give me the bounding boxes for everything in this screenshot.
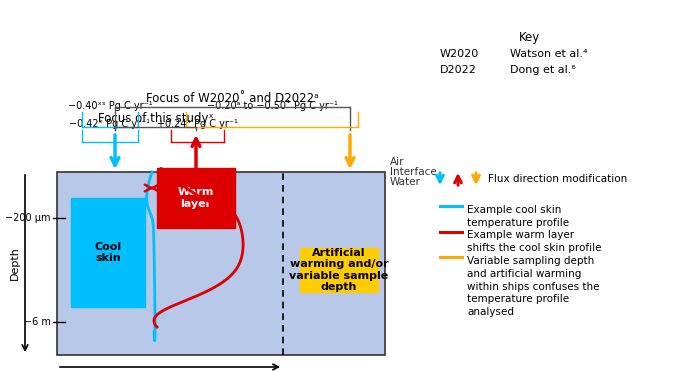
Text: Dong et al.⁶: Dong et al.⁶: [510, 65, 576, 75]
Bar: [157, 168, 235, 228]
Text: Artificial
warming and/or
variable sample
depth: Artificial warming and/or variable sampl…: [289, 247, 388, 292]
Text: Water: Water: [390, 177, 421, 187]
Text: Air: Air: [390, 157, 405, 167]
Text: Cool
skin: Cool skin: [95, 242, 121, 263]
Text: Watson et al.⁴: Watson et al.⁴: [510, 49, 588, 59]
Text: Depth: Depth: [10, 247, 20, 280]
Text: Flux direction modification: Flux direction modification: [488, 174, 627, 184]
Text: −200 μm: −200 μm: [5, 213, 51, 223]
Text: Variable sampling depth
and artificial warming
within ships confuses the
tempera: Variable sampling depth and artificial w…: [467, 256, 599, 317]
Text: Key: Key: [519, 31, 540, 44]
Text: −0.40ˣˢ Pg C yr⁻¹: −0.40ˣˢ Pg C yr⁻¹: [68, 101, 152, 111]
Bar: [71, 198, 145, 307]
Text: D2022: D2022: [440, 65, 477, 75]
Text: W2020: W2020: [440, 49, 480, 59]
Bar: [300, 248, 378, 292]
Text: +0.24ˣ Pg C yr⁻¹: +0.24ˣ Pg C yr⁻¹: [157, 119, 238, 129]
Text: Focus of W2020˚ and D2022ᵃ: Focus of W2020˚ and D2022ᵃ: [146, 92, 319, 105]
Text: −6 m: −6 m: [24, 317, 51, 327]
Text: Example cool skin
temperature profile: Example cool skin temperature profile: [467, 205, 569, 228]
Bar: [57, 172, 385, 355]
Text: −0.20ᵃ to −0.50˚ Pg C yr⁻¹: −0.20ᵃ to −0.50˚ Pg C yr⁻¹: [207, 100, 338, 111]
Text: −0.42ˣ Pg C yr⁻¹: −0.42ˣ Pg C yr⁻¹: [69, 119, 151, 129]
Text: Example warm layer
shifts the cool skin profile: Example warm layer shifts the cool skin …: [467, 230, 601, 253]
Text: Interface: Interface: [390, 167, 437, 177]
Text: Focus of this studyˣ: Focus of this studyˣ: [98, 112, 213, 125]
Text: Warm
layer: Warm layer: [178, 187, 214, 209]
